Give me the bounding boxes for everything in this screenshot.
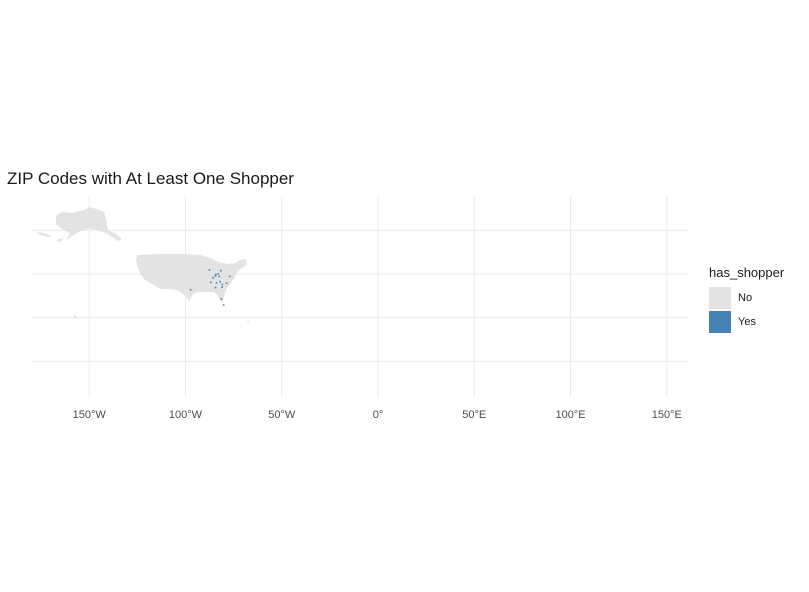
shopper-zip-point (228, 275, 231, 278)
shopper-zip-point (219, 280, 221, 283)
shopper-zip-point (210, 281, 212, 284)
graticule (32, 196, 688, 397)
x-tick-label: 50°E (462, 409, 486, 421)
x-tick-label: 150°W (73, 409, 107, 421)
aleutian-islands (36, 232, 52, 237)
x-axis-ticks: 150°W 100°W 50°W 0° 50°E 100°E 150°E (73, 409, 682, 421)
puerto-rico (247, 321, 250, 322)
x-tick-label: 150°E (652, 409, 682, 421)
legend-label-no: No (738, 292, 753, 304)
shopper-zip-point (225, 282, 228, 284)
shopper-zip-point (220, 298, 223, 300)
chart-title: ZIP Codes with At Least One Shopper (7, 169, 294, 188)
x-tick-label: 100°W (169, 409, 203, 421)
legend-label-yes: Yes (738, 316, 756, 328)
shopper-zip-point (214, 275, 217, 277)
shopper-zip-point (221, 286, 223, 288)
shopper-zip-point (217, 273, 220, 275)
shopper-zip-point (208, 269, 211, 271)
x-tick-label: 50°W (268, 409, 296, 421)
shopper-zip-point (215, 273, 217, 276)
contiguous-us-shape (136, 254, 247, 303)
shopper-zip-point (215, 282, 218, 284)
shopper-zip-point (212, 277, 214, 279)
legend-title: has_shopper (709, 265, 785, 280)
legend-item-no: No (709, 286, 807, 310)
x-tick-label: 0° (373, 409, 384, 421)
shopper-zip-markers (189, 269, 231, 306)
shopper-zip-point (221, 283, 224, 286)
shopper-zip-point (220, 269, 222, 272)
alaska-shape (56, 207, 122, 241)
x-tick-label: 100°E (555, 409, 585, 421)
land-features (36, 207, 250, 322)
shopper-zip-point (218, 275, 220, 278)
aleutian-islands-east (56, 238, 64, 242)
hawaii-islands (73, 315, 78, 318)
shopper-zip-point (189, 288, 192, 291)
legend-item-yes: Yes (709, 310, 807, 334)
legend-swatch-no (709, 287, 731, 309)
legend: has_shopper No Yes (709, 265, 807, 334)
shopper-zip-point (222, 304, 225, 306)
legend-swatch-yes (709, 311, 731, 333)
shopper-zip-point (214, 286, 217, 289)
